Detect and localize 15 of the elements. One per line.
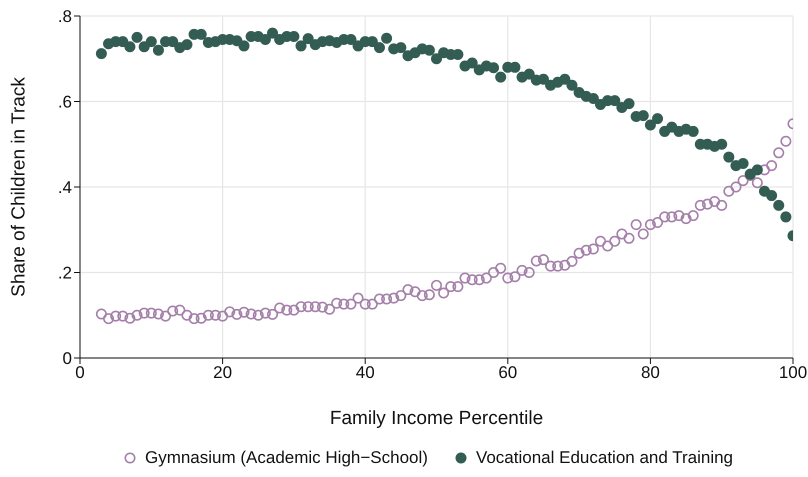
y-tick-label: .2 xyxy=(58,264,72,283)
y-tick-label: .4 xyxy=(58,178,72,198)
x-tick-label: 0 xyxy=(75,363,85,382)
y-axis-title: Share of Children in Track xyxy=(8,76,30,297)
legend-label: Gymnasium (Academic High−School) xyxy=(144,448,428,468)
x-tick-label: 20 xyxy=(213,363,232,382)
y-tick-label: .8 xyxy=(58,7,72,26)
y-tick-label: .6 xyxy=(58,92,72,112)
x-tick-label: 80 xyxy=(640,363,660,382)
x-axis-title: Family Income Percentile xyxy=(330,408,544,429)
x-tick-label: 40 xyxy=(356,363,375,382)
legend-label: Vocational Education and Training xyxy=(476,448,734,468)
x-tick-label: 100 xyxy=(778,363,808,382)
y-tick-label: 0 xyxy=(62,349,72,368)
x-tick-label: 60 xyxy=(498,363,518,382)
